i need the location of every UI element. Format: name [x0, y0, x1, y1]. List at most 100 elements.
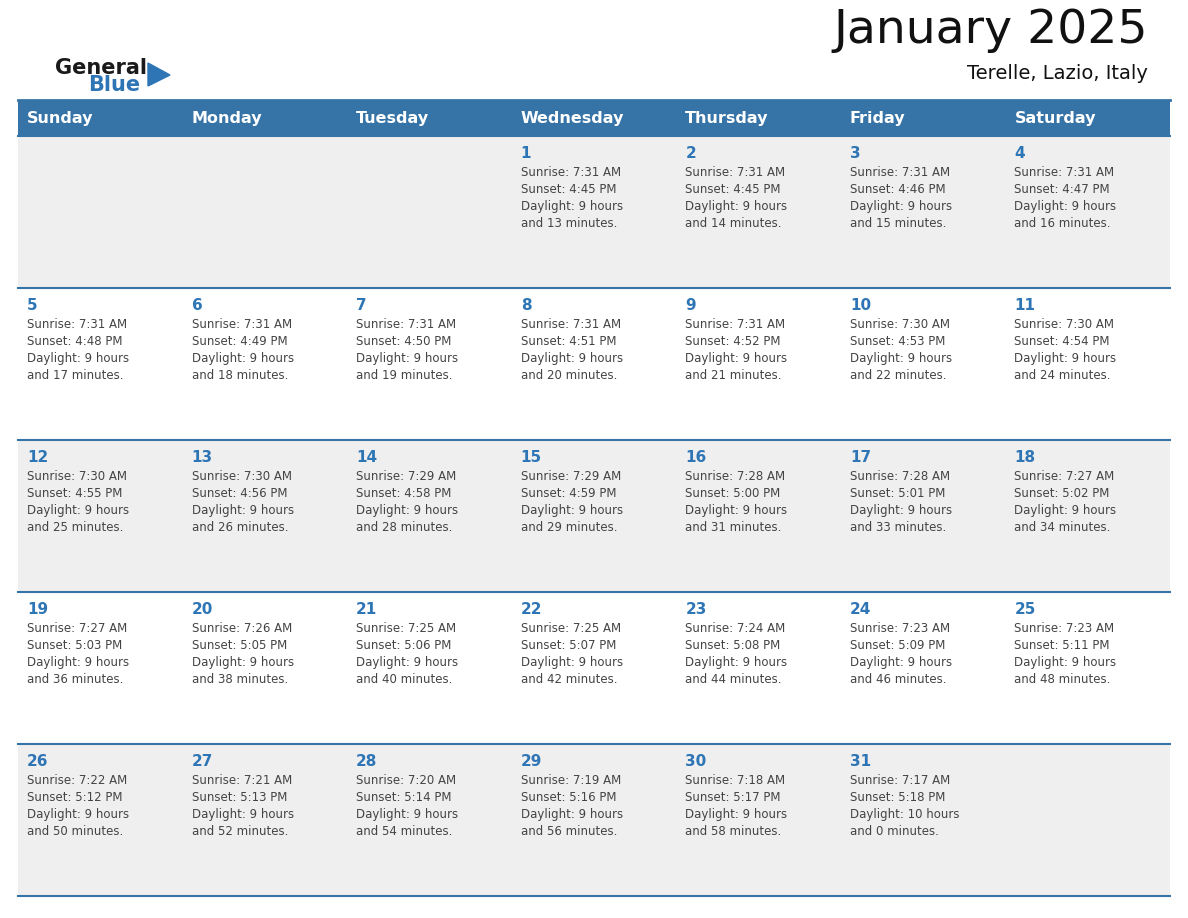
- Bar: [18, 288, 1170, 440]
- Bar: [18, 100, 1170, 136]
- Text: 21: 21: [356, 602, 378, 617]
- Text: Sunrise: 7:31 AM: Sunrise: 7:31 AM: [191, 318, 292, 331]
- Text: 27: 27: [191, 754, 213, 769]
- Text: Sunrise: 7:28 AM: Sunrise: 7:28 AM: [849, 470, 950, 483]
- Text: Sunrise: 7:27 AM: Sunrise: 7:27 AM: [27, 622, 127, 635]
- Bar: [18, 744, 1170, 896]
- Text: Sunrise: 7:18 AM: Sunrise: 7:18 AM: [685, 774, 785, 787]
- Text: 29: 29: [520, 754, 542, 769]
- Text: Sunrise: 7:31 AM: Sunrise: 7:31 AM: [27, 318, 127, 331]
- Text: Sunrise: 7:31 AM: Sunrise: 7:31 AM: [520, 166, 621, 179]
- Text: and 17 minutes.: and 17 minutes.: [27, 369, 124, 382]
- Text: and 28 minutes.: and 28 minutes.: [356, 521, 453, 534]
- Text: and 31 minutes.: and 31 minutes.: [685, 521, 782, 534]
- Text: Sunrise: 7:29 AM: Sunrise: 7:29 AM: [356, 470, 456, 483]
- Text: Sunset: 4:58 PM: Sunset: 4:58 PM: [356, 487, 451, 500]
- Text: Saturday: Saturday: [1015, 110, 1095, 126]
- Text: Daylight: 9 hours: Daylight: 9 hours: [685, 200, 788, 213]
- Text: Daylight: 9 hours: Daylight: 9 hours: [356, 656, 459, 669]
- Text: 8: 8: [520, 298, 531, 313]
- Text: Sunrise: 7:31 AM: Sunrise: 7:31 AM: [1015, 166, 1114, 179]
- Text: Daylight: 9 hours: Daylight: 9 hours: [356, 352, 459, 365]
- Text: Sunset: 4:46 PM: Sunset: 4:46 PM: [849, 183, 946, 196]
- Text: Sunrise: 7:30 AM: Sunrise: 7:30 AM: [27, 470, 127, 483]
- Text: Daylight: 9 hours: Daylight: 9 hours: [849, 352, 952, 365]
- Text: Sunset: 4:55 PM: Sunset: 4:55 PM: [27, 487, 122, 500]
- Text: Sunrise: 7:23 AM: Sunrise: 7:23 AM: [1015, 622, 1114, 635]
- Text: and 13 minutes.: and 13 minutes.: [520, 217, 617, 230]
- Text: Sunrise: 7:21 AM: Sunrise: 7:21 AM: [191, 774, 292, 787]
- Text: Daylight: 9 hours: Daylight: 9 hours: [685, 352, 788, 365]
- Text: Daylight: 9 hours: Daylight: 9 hours: [849, 200, 952, 213]
- Text: Sunset: 4:50 PM: Sunset: 4:50 PM: [356, 335, 451, 348]
- Text: Terelle, Lazio, Italy: Terelle, Lazio, Italy: [967, 64, 1148, 83]
- Text: and 33 minutes.: and 33 minutes.: [849, 521, 946, 534]
- Text: 13: 13: [191, 450, 213, 465]
- Text: Sunday: Sunday: [27, 110, 94, 126]
- Text: 30: 30: [685, 754, 707, 769]
- Text: Sunrise: 7:22 AM: Sunrise: 7:22 AM: [27, 774, 127, 787]
- Text: and 16 minutes.: and 16 minutes.: [1015, 217, 1111, 230]
- Text: and 21 minutes.: and 21 minutes.: [685, 369, 782, 382]
- Text: Sunset: 5:01 PM: Sunset: 5:01 PM: [849, 487, 946, 500]
- Text: 28: 28: [356, 754, 378, 769]
- Text: Sunset: 4:56 PM: Sunset: 4:56 PM: [191, 487, 287, 500]
- Text: Sunrise: 7:31 AM: Sunrise: 7:31 AM: [356, 318, 456, 331]
- Text: Daylight: 9 hours: Daylight: 9 hours: [1015, 352, 1117, 365]
- Text: and 0 minutes.: and 0 minutes.: [849, 825, 939, 838]
- Text: Daylight: 9 hours: Daylight: 9 hours: [27, 808, 129, 821]
- Text: and 24 minutes.: and 24 minutes.: [1015, 369, 1111, 382]
- Text: Sunset: 4:49 PM: Sunset: 4:49 PM: [191, 335, 287, 348]
- Text: and 29 minutes.: and 29 minutes.: [520, 521, 618, 534]
- Text: and 40 minutes.: and 40 minutes.: [356, 673, 453, 686]
- Text: 14: 14: [356, 450, 378, 465]
- Text: January 2025: January 2025: [834, 8, 1148, 53]
- Text: Sunrise: 7:19 AM: Sunrise: 7:19 AM: [520, 774, 621, 787]
- Text: Daylight: 9 hours: Daylight: 9 hours: [849, 656, 952, 669]
- Text: and 56 minutes.: and 56 minutes.: [520, 825, 617, 838]
- Text: Sunset: 5:08 PM: Sunset: 5:08 PM: [685, 639, 781, 652]
- Text: and 26 minutes.: and 26 minutes.: [191, 521, 287, 534]
- Text: 9: 9: [685, 298, 696, 313]
- Text: Sunrise: 7:24 AM: Sunrise: 7:24 AM: [685, 622, 785, 635]
- Text: Sunset: 4:53 PM: Sunset: 4:53 PM: [849, 335, 946, 348]
- Text: Sunrise: 7:30 AM: Sunrise: 7:30 AM: [849, 318, 950, 331]
- Text: 19: 19: [27, 602, 49, 617]
- Text: Sunset: 5:09 PM: Sunset: 5:09 PM: [849, 639, 946, 652]
- Text: Friday: Friday: [849, 110, 905, 126]
- Text: Sunrise: 7:30 AM: Sunrise: 7:30 AM: [1015, 318, 1114, 331]
- Text: Daylight: 9 hours: Daylight: 9 hours: [685, 808, 788, 821]
- Text: Sunset: 5:12 PM: Sunset: 5:12 PM: [27, 791, 122, 804]
- Text: Sunset: 5:03 PM: Sunset: 5:03 PM: [27, 639, 122, 652]
- Text: Daylight: 9 hours: Daylight: 9 hours: [520, 200, 623, 213]
- Text: 1: 1: [520, 146, 531, 161]
- Text: Sunrise: 7:23 AM: Sunrise: 7:23 AM: [849, 622, 950, 635]
- Text: and 19 minutes.: and 19 minutes.: [356, 369, 453, 382]
- Bar: [18, 440, 1170, 592]
- Text: Daylight: 9 hours: Daylight: 9 hours: [685, 656, 788, 669]
- Text: Sunset: 4:45 PM: Sunset: 4:45 PM: [520, 183, 617, 196]
- Text: 10: 10: [849, 298, 871, 313]
- Text: Sunset: 4:59 PM: Sunset: 4:59 PM: [520, 487, 617, 500]
- Text: 6: 6: [191, 298, 202, 313]
- Text: and 54 minutes.: and 54 minutes.: [356, 825, 453, 838]
- Text: Sunrise: 7:25 AM: Sunrise: 7:25 AM: [520, 622, 621, 635]
- Text: Daylight: 9 hours: Daylight: 9 hours: [191, 808, 293, 821]
- Text: 2: 2: [685, 146, 696, 161]
- Text: Sunset: 5:00 PM: Sunset: 5:00 PM: [685, 487, 781, 500]
- Text: Sunset: 5:07 PM: Sunset: 5:07 PM: [520, 639, 617, 652]
- Text: 3: 3: [849, 146, 860, 161]
- Text: Sunset: 5:05 PM: Sunset: 5:05 PM: [191, 639, 286, 652]
- Text: Sunset: 4:52 PM: Sunset: 4:52 PM: [685, 335, 781, 348]
- Polygon shape: [148, 63, 170, 86]
- Text: Daylight: 9 hours: Daylight: 9 hours: [520, 352, 623, 365]
- Text: 20: 20: [191, 602, 213, 617]
- Text: 22: 22: [520, 602, 542, 617]
- Text: Daylight: 9 hours: Daylight: 9 hours: [520, 808, 623, 821]
- Text: General: General: [55, 58, 147, 78]
- Text: 26: 26: [27, 754, 49, 769]
- Text: Tuesday: Tuesday: [356, 110, 429, 126]
- Text: Daylight: 9 hours: Daylight: 9 hours: [191, 504, 293, 517]
- Text: Sunrise: 7:25 AM: Sunrise: 7:25 AM: [356, 622, 456, 635]
- Text: Daylight: 9 hours: Daylight: 9 hours: [1015, 200, 1117, 213]
